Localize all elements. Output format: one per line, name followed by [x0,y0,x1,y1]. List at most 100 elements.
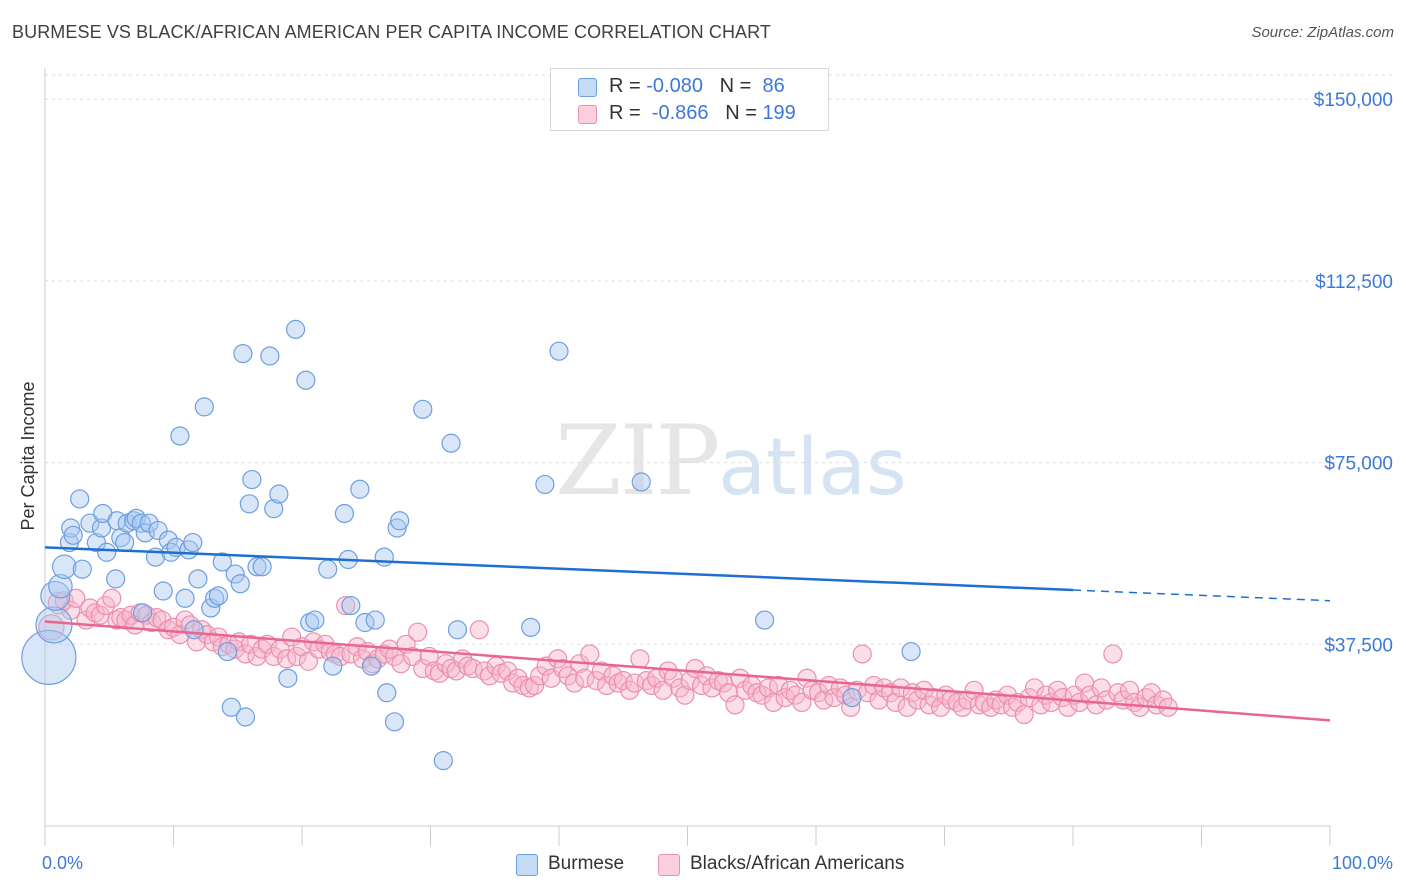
legend-r-label: R = [609,75,647,97]
black-point [336,595,356,616]
black-point [208,627,229,647]
burmese-point [441,433,461,453]
x-tick-label-max: 100.0% [1332,853,1393,873]
legend-swatch-burmese [578,78,597,97]
burmese-point [549,341,569,361]
burmese-point [264,499,284,519]
y-tick-label: $150,000 [1314,90,1393,111]
burmese-point [175,588,195,608]
burmese-point [269,484,289,504]
burmese-point [350,479,370,499]
legend-swatch-burmese [516,854,538,876]
burmese-point [447,620,468,640]
black-point [85,603,105,623]
burmese-point [387,518,407,538]
burmese-point [247,557,267,577]
burmese-point [242,469,262,490]
burmese-point [51,554,77,580]
black-point [391,654,411,674]
y-axis-title: Per Capita Income [18,381,38,530]
trend-line-burmese-extrapolated [1072,589,1331,602]
legend-row-black: R = -0.866 N = 199 [551,100,828,128]
burmese-point [235,707,256,727]
burmese-point [278,668,298,688]
burmese-point [521,617,541,637]
black-point [147,608,167,628]
burmese-point [86,532,107,553]
black-point [152,610,172,630]
burmese-point [212,552,232,572]
black-point [424,661,444,681]
burmese-point [194,397,214,417]
black-point [469,620,489,640]
burmese-point [63,525,83,545]
burmese-point [153,581,173,601]
black-point [564,673,585,693]
black-point [66,588,86,608]
burmese-point [184,620,204,640]
black-point [480,666,500,686]
legend-label-black: Blacks/African Americans [690,853,905,874]
black-point [769,675,789,696]
burmese-point [35,606,73,644]
legend-n-value: 199 [762,102,796,124]
burmese-point [40,580,71,611]
legend-gap [709,102,726,124]
burmese-point [252,557,272,577]
legend-swatch-black [578,105,597,124]
black-point [752,685,772,705]
burmese-point [260,346,280,366]
black-point [725,695,745,715]
burmese-point [433,750,453,771]
black-point [548,649,568,669]
y-tick-label: $112,500 [1315,272,1393,293]
legend-n-value: 86 [756,75,785,97]
black-point [630,649,650,669]
burmese-point [300,612,320,633]
black-point [1103,644,1123,664]
black-point [591,661,612,681]
black-point [1058,697,1078,717]
burmese-point [361,656,381,676]
series-burmese-points [21,319,921,771]
burmese-point [535,474,555,495]
burmese-point [97,542,117,562]
legend-r-value: -0.866 [646,102,709,124]
watermark-atlas: atlas [718,423,907,513]
y-tick-label: $37,500 [1324,635,1393,656]
black-point [608,673,628,693]
legend-text-black: R = -0.866 N = 199 [609,102,796,125]
black-point [880,683,901,703]
black-point [446,661,466,681]
black-point [498,661,518,681]
legend-label-burmese: Burmese [548,853,625,874]
black-point [241,634,261,654]
black-point [102,588,122,608]
legend-n-label: N = [725,102,763,124]
burmese-point [377,683,397,703]
black-point [1014,704,1034,725]
burmese-point [233,343,253,364]
black-point [463,658,483,679]
black-point [886,692,906,713]
burmese-point [61,518,81,538]
burmese-point [70,489,90,509]
black-point [580,644,600,664]
burmese-point [21,629,77,685]
burmese-point [413,399,433,419]
burmese-point [131,513,151,533]
burmese-point [188,569,208,589]
axes [44,68,1331,846]
burmese-point [208,586,229,606]
trend-line-black [44,620,1331,722]
burmese-point [842,688,862,708]
burmese-point [334,503,355,524]
burmese-point [239,494,259,514]
black-point [287,646,307,667]
legend-row-burmese: R = -0.080 N = 86 [551,73,828,101]
burmese-point [48,573,73,599]
black-point [558,666,578,686]
burmese-point [133,603,153,623]
axis-labels: $37,500 $75,000 $112,500 $150,000 0.0% 100.0%… [18,90,1393,873]
burmese-point [285,319,306,339]
